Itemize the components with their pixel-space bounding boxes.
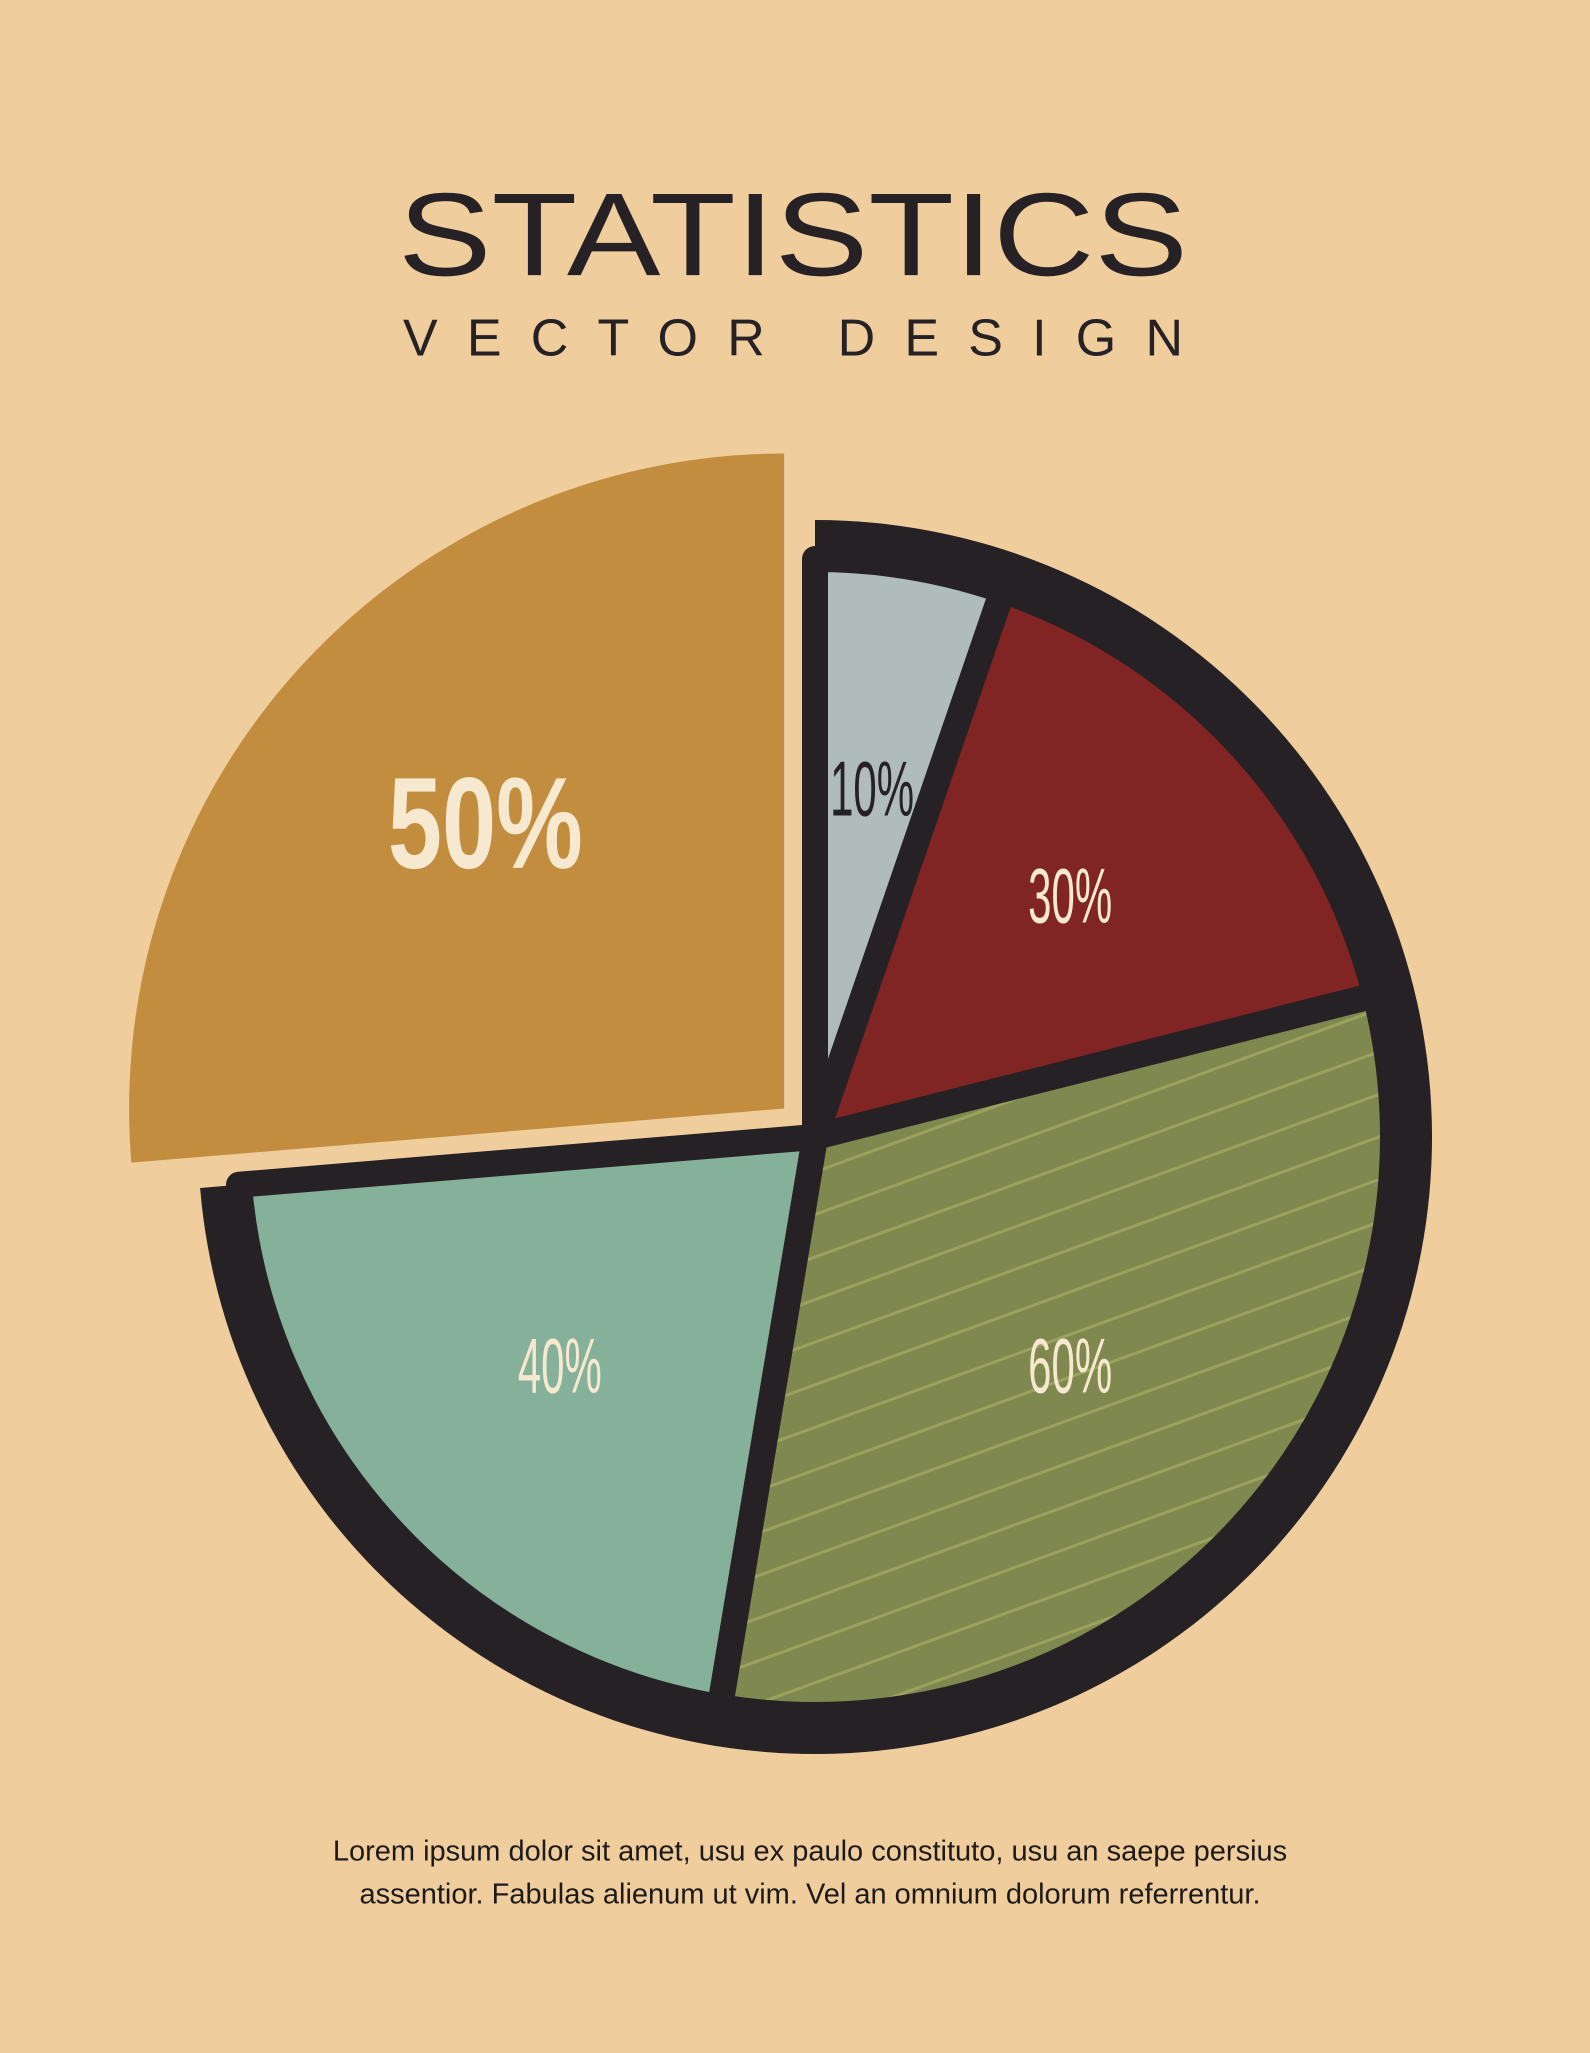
pie-slice bbox=[802, 577, 1389, 1150]
data-label: 30% bbox=[1028, 852, 1112, 940]
data-label: 10% bbox=[830, 745, 914, 833]
data-label: 40% bbox=[518, 1321, 602, 1409]
data-label: 50% bbox=[388, 750, 583, 896]
caption-line: Lorem ipsum dolor sit amet, usu ex paulo… bbox=[333, 1836, 1287, 1868]
caption-line: assentior. Fabulas alienum ut vim. Vel a… bbox=[359, 1879, 1260, 1911]
pie-slice bbox=[129, 453, 785, 1163]
data-label: 60% bbox=[1028, 1321, 1112, 1409]
pie-slice bbox=[706, 982, 1406, 1728]
pie: 10% 30% 60% 40% 50% bbox=[129, 453, 1432, 1754]
pie-slice bbox=[225, 1124, 828, 1721]
chart-title: STATISTICS bbox=[398, 169, 1188, 301]
